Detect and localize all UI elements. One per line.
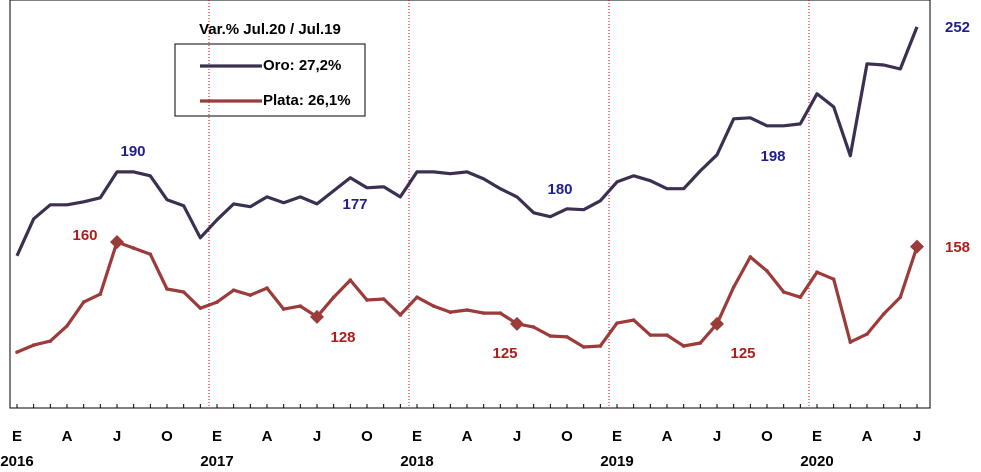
value-label: 190 — [120, 143, 145, 160]
point — [565, 335, 569, 339]
value-label: 125 — [730, 345, 755, 362]
diamond-marker — [510, 316, 524, 331]
x-tick-label: A — [862, 428, 873, 445]
x-tick-label: E — [12, 428, 22, 445]
point — [31, 343, 36, 347]
legend-box — [174, 43, 366, 117]
year-label: 2017 — [200, 453, 233, 470]
point — [265, 286, 269, 290]
year-label: 2018 — [400, 453, 433, 470]
point — [198, 306, 203, 310]
x-tick-label: A — [662, 428, 673, 445]
x-tick-label: A — [62, 428, 73, 445]
x-tick-label: J — [113, 428, 121, 445]
point — [131, 246, 136, 250]
point — [781, 290, 786, 294]
point — [465, 308, 469, 312]
point — [598, 344, 603, 348]
point — [231, 288, 236, 292]
point — [898, 295, 903, 299]
point — [181, 290, 186, 294]
point — [748, 255, 753, 259]
x-tick-label: E — [612, 428, 622, 445]
point — [481, 311, 486, 315]
year-label: 2020 — [800, 453, 833, 470]
x-tick-label: A — [262, 428, 273, 445]
value-label: 158 — [945, 239, 970, 256]
legend-title: Var.% Jul.20 / Jul.19 — [199, 21, 341, 38]
point — [65, 324, 69, 328]
year-label: 2016 — [0, 453, 33, 470]
point — [98, 292, 103, 296]
point — [365, 298, 369, 302]
point — [581, 345, 586, 349]
x-tick-label: J — [913, 428, 921, 445]
point — [48, 339, 53, 343]
point — [381, 297, 386, 301]
point — [665, 333, 669, 337]
year-label: 2019 — [600, 453, 633, 470]
annotation: 180 — [547, 181, 572, 198]
point — [498, 311, 503, 315]
series-line — [16, 240, 919, 354]
point — [415, 295, 419, 299]
series-line — [15, 26, 919, 257]
point — [548, 334, 553, 338]
point — [698, 341, 703, 345]
point — [165, 287, 169, 291]
point — [431, 304, 436, 308]
diamond-marker — [310, 309, 324, 324]
point — [831, 277, 836, 281]
value-label: 125 — [492, 345, 517, 362]
x-tick-label: J — [713, 428, 721, 445]
diamond-marker — [110, 234, 124, 249]
point — [798, 295, 803, 299]
x-tick-label: J — [313, 428, 321, 445]
point — [531, 325, 536, 329]
point — [765, 269, 769, 273]
point — [648, 333, 653, 337]
value-label: 128 — [330, 329, 355, 346]
point — [731, 285, 736, 289]
x-tick-label: O — [561, 428, 573, 445]
point — [848, 340, 853, 344]
diamond-marker — [710, 316, 724, 331]
point — [281, 307, 286, 311]
x-tick-label: O — [361, 428, 373, 445]
x-tick-label: O — [161, 428, 173, 445]
annotation: 177 — [342, 196, 367, 213]
point — [448, 310, 453, 314]
annotation: 198 — [760, 148, 785, 165]
legend-label: Plata: 26,1% — [263, 92, 351, 109]
plot-frame — [9, 0, 931, 409]
x-tick-label: O — [761, 428, 773, 445]
point — [681, 344, 686, 348]
point — [815, 270, 819, 274]
diamond-marker — [910, 239, 924, 254]
point — [331, 295, 336, 299]
point — [348, 278, 353, 282]
value-label: 160 — [72, 227, 97, 244]
point — [248, 293, 253, 297]
point — [148, 252, 153, 256]
value-label: 252 — [945, 19, 970, 36]
x-tick-label: E — [412, 428, 422, 445]
legend-label: Oro: 27,2% — [263, 57, 341, 74]
x-tick-label: A — [462, 428, 473, 445]
x-tick-label: J — [513, 428, 521, 445]
point — [298, 304, 303, 308]
point — [615, 321, 619, 325]
point — [881, 312, 886, 316]
point — [398, 313, 403, 317]
point — [865, 332, 869, 336]
point — [81, 300, 86, 304]
point — [631, 318, 636, 322]
x-tick-label: E — [812, 428, 822, 445]
point — [15, 350, 19, 354]
x-tick-label: E — [212, 428, 222, 445]
point — [215, 300, 219, 304]
